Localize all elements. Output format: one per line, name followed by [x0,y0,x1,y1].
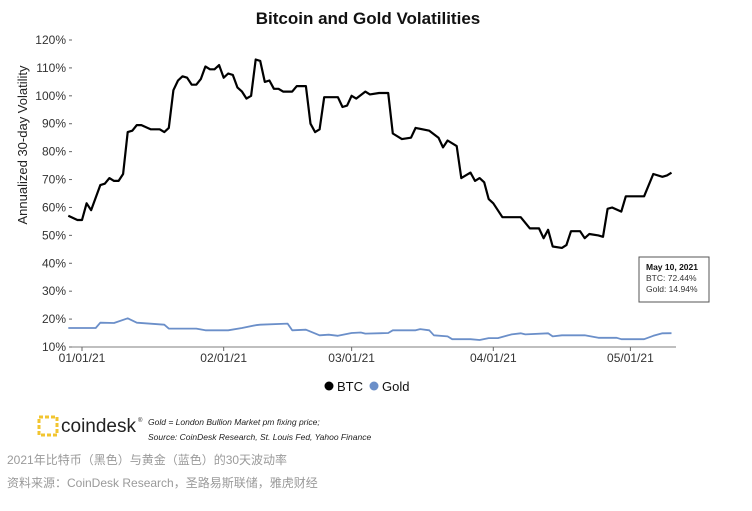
tooltip-gold: Gold: 14.94% [646,284,698,294]
y-axis: 120% 110% 100% 90% 80% 70% 60% 50% 40% 30% 20% 10% [35,33,72,354]
series-line-gold [68,317,672,341]
x-tick-label: 04/01/21 [470,351,517,365]
coindesk-logo-mark-icon [37,415,59,437]
volatility-chart: Bitcoin and Gold Volatilities Annualized… [15,9,710,442]
tooltip-box [638,256,710,303]
footnote-line-1: Gold = London Bullion Market pm fixing p… [148,417,320,427]
tooltip-btc: BTC: 72.44% [646,273,697,283]
y-tick-label: 70% [42,173,66,187]
tooltip-date: May 10, 2021 [646,262,698,272]
x-tick-label: 05/01/21 [607,351,654,365]
x-tick-label: 02/01/21 [200,351,247,365]
legend-btc-label: BTC [337,379,363,394]
y-tick-label: 20% [42,312,66,326]
caption-line-1: 2021年比特币（黑色）与黄金（蓝色）的30天波动率 [7,453,288,467]
registered-mark: ® [138,417,143,424]
x-tick-label: 03/01/21 [328,351,375,365]
y-tick-label: 60% [42,200,66,214]
legend-gold-label: Gold [382,379,409,394]
y-tick-label: 100% [35,89,66,103]
coindesk-logo: coindesk ® [37,415,143,437]
legend-gold-marker [369,381,379,391]
y-tick-label: 110% [36,61,66,75]
coindesk-wordmark: coindesk [61,416,136,437]
tooltip: May 10, 2021 BTC: 72.44% Gold: 14.94% [638,256,710,303]
y-tick-label: 120% [35,33,66,47]
y-tick-label: 80% [42,145,66,159]
y-tick-label: 90% [42,117,66,131]
caption-line-2: 资料来源：CoinDesk Research，圣路易斯联储，雅虎财经 [7,476,318,490]
x-tick-label: 01/01/21 [59,351,106,365]
series-line-btc [67,58,673,249]
legend: BTC Gold [324,379,409,394]
legend-btc-marker [324,381,334,391]
series-group [67,58,673,341]
footnote-line-2: Source: CoinDesk Research, St. Louis Fed… [148,432,371,442]
y-tick-label: 50% [42,228,66,242]
x-axis: 01/01/21 02/01/21 03/01/21 04/01/21 05/01/21 [59,347,654,365]
y-tick-label: 10% [42,340,66,354]
y-tick-label: 30% [42,284,66,298]
chart-title: Bitcoin and Gold Volatilities [256,9,480,28]
y-axis-label: Annualized 30-day Volatility [15,65,30,224]
y-tick-label: 40% [42,256,66,270]
